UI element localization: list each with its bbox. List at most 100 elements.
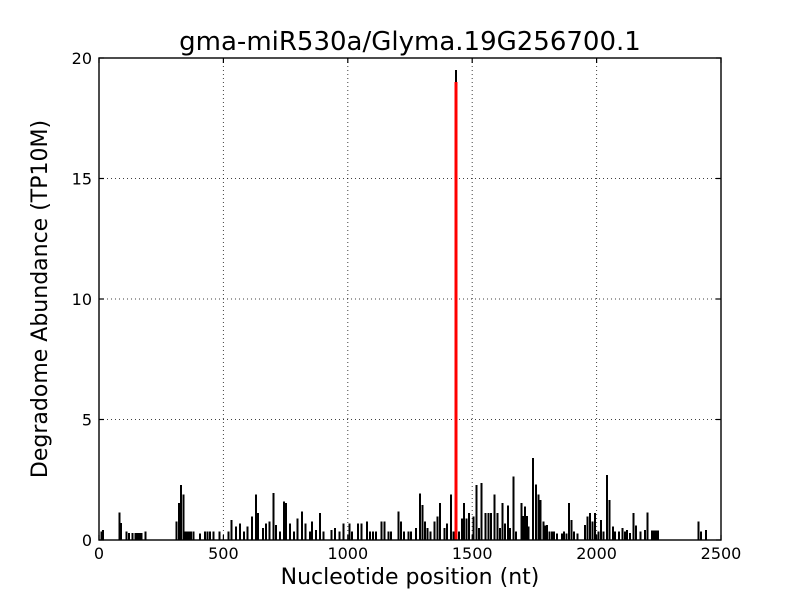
abundance-bars: [100, 458, 708, 540]
degradome-bar: [504, 523, 507, 540]
degradome-bar: [501, 503, 504, 540]
degradome-bar: [542, 521, 545, 540]
degradome-bar: [572, 531, 575, 540]
x-tick-label: 1000: [327, 544, 368, 563]
degradome-bar: [591, 521, 594, 540]
degradome-bar: [348, 523, 351, 540]
degradome-bar: [243, 531, 246, 540]
degradome-bar: [487, 513, 490, 540]
y-tick-label: 0: [82, 531, 92, 550]
degradome-bar: [493, 494, 496, 540]
degradome-bar: [334, 528, 337, 540]
degradome-bar: [618, 531, 621, 540]
degradome-bar: [182, 494, 185, 540]
y-tick-label: 5: [82, 411, 92, 430]
y-tick-label: 15: [72, 170, 92, 189]
degradome-bar: [520, 503, 523, 540]
degradome-bar: [289, 523, 292, 540]
degradome-bar: [279, 531, 282, 540]
degradome-bar: [230, 519, 233, 540]
degradome-bar: [246, 526, 249, 540]
degradome-bar: [397, 511, 400, 540]
degradome-bar: [400, 521, 403, 540]
degradome-bar: [192, 531, 195, 540]
degradome-bar: [544, 525, 547, 540]
degradome-bar: [639, 531, 642, 540]
degradome-bar: [532, 458, 535, 540]
degradome-bar: [553, 531, 556, 540]
degradome-bar: [128, 532, 131, 540]
degradome-bar: [342, 523, 345, 540]
degradome-bar: [188, 531, 191, 540]
degradome-bar: [654, 530, 657, 540]
degradome-bar: [338, 531, 341, 540]
degradome-bar: [545, 524, 548, 540]
degradome-bar: [460, 518, 463, 540]
x-tick-label: 500: [208, 544, 239, 563]
degradome-bar: [537, 494, 540, 540]
degradome-bar: [514, 531, 517, 540]
target-site-highlight: [454, 70, 458, 541]
degradome-bar: [296, 518, 299, 540]
degradome-bar: [499, 528, 502, 540]
degradome-bar: [206, 531, 209, 540]
degradome-bar: [650, 530, 653, 540]
degradome-bar: [314, 529, 317, 540]
degradome-bar: [646, 512, 649, 540]
degradome-bar: [565, 533, 568, 540]
degradome-bar: [366, 521, 369, 540]
degradome-bar: [274, 524, 277, 540]
degradome-bar: [136, 532, 139, 540]
degradome-bar: [186, 531, 189, 540]
chart-title: gma-miR530a/Glyma.19G256700.1: [179, 27, 641, 57]
degradome-bar: [700, 531, 703, 540]
degradome-bar: [254, 494, 257, 540]
degradome-bar: [227, 531, 230, 540]
degradome-bar: [218, 531, 221, 540]
degradome-bar: [555, 533, 558, 540]
degradome-bar: [322, 531, 325, 540]
degradome-bar: [144, 531, 147, 540]
degradome-bar: [489, 513, 492, 540]
degradome-bar: [212, 531, 215, 540]
degradome-bar: [623, 531, 626, 540]
x-tick-label: 2500: [701, 544, 742, 563]
degradome-bar: [477, 528, 480, 540]
axis-tick-labels: 0 500 1000 1500 2000 2500 0 5 10 15 20: [72, 49, 742, 563]
degradome-bar: [697, 521, 700, 540]
degradome-bar: [614, 531, 617, 540]
degradome-bar: [208, 531, 211, 540]
degradome-bar: [576, 533, 579, 540]
degradome-bar: [465, 518, 468, 540]
degradome-bar: [239, 523, 242, 540]
degradome-bar: [570, 519, 573, 540]
y-tick-label: 10: [72, 290, 92, 309]
degradome-bar: [387, 531, 390, 540]
degradome-bar: [199, 533, 202, 540]
degradome-bar: [308, 531, 311, 540]
degradome-bar: [300, 511, 303, 540]
degradome-bar: [589, 513, 592, 540]
degradome-bar: [452, 531, 455, 540]
degradome-bar: [414, 528, 417, 540]
degradome-bar: [318, 513, 321, 540]
degradome-bar: [272, 493, 275, 540]
y-axis-label: Degradome Abundance (TP10M): [28, 120, 53, 478]
degradome-bar: [605, 474, 608, 540]
degradome-bar: [423, 521, 426, 540]
target-site-bar: [454, 82, 458, 540]
degradome-bar: [190, 531, 193, 540]
degradome-bar: [403, 531, 406, 540]
degradome-bar: [351, 531, 354, 540]
degradome-bar: [175, 521, 178, 540]
degradome-bar: [628, 532, 631, 540]
degradome-bar: [439, 503, 442, 540]
degradome-bar: [102, 529, 105, 540]
degradome-bar: [652, 530, 655, 540]
degradome-bar: [257, 513, 260, 540]
degradome-bar: [584, 524, 587, 540]
degradome-bar: [643, 529, 646, 540]
x-axis-label: Nucleotide position (nt): [281, 565, 540, 590]
degradome-bar: [568, 503, 571, 540]
